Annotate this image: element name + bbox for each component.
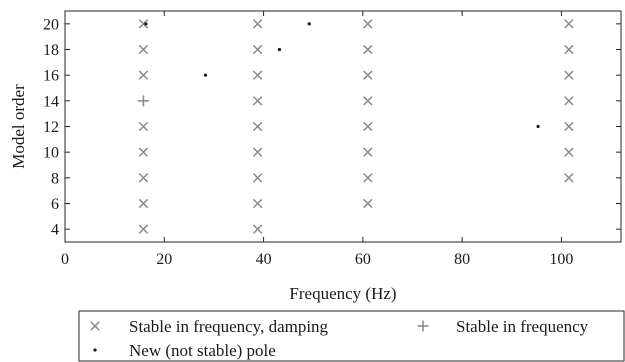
y-tick-label: 10 bbox=[43, 145, 59, 162]
y-tick-label: 20 bbox=[43, 16, 59, 33]
stable-freq-damping-point bbox=[363, 96, 373, 106]
stable-freq-damping-point bbox=[363, 198, 373, 209]
x-tick-label: 60 bbox=[355, 251, 371, 268]
stable-freq-damping-point bbox=[564, 70, 574, 80]
legend-items: Stable in frequency, damping Stable in fr… bbox=[90, 317, 589, 360]
stable-freq-damping-point bbox=[138, 173, 149, 183]
series-unstable-pole-point bbox=[144, 22, 540, 129]
series-stable-freq-point bbox=[137, 95, 149, 107]
stable-freq-damping-point bbox=[138, 198, 149, 209]
y-tick-label: 14 bbox=[43, 93, 59, 110]
stable-freq-damping-point bbox=[564, 96, 574, 106]
stable-freq-damping-point bbox=[252, 198, 263, 209]
stable-freq-damping-point bbox=[138, 19, 149, 29]
legend-marker-stable-freq-damping-point bbox=[90, 321, 100, 331]
stable-freq-damping-point bbox=[252, 96, 263, 106]
stable-freq-damping-point bbox=[564, 19, 574, 29]
legend-label: New (not stable) pole bbox=[129, 341, 276, 360]
data-marks bbox=[137, 19, 574, 234]
stable-freq-damping-point bbox=[138, 121, 149, 132]
legend-label: Stable in frequency, damping bbox=[129, 317, 329, 336]
stable-freq-damping-point bbox=[564, 147, 574, 157]
unstable-pole-point bbox=[536, 124, 540, 129]
y-tick-label: 6 bbox=[51, 196, 59, 213]
y-tick-label: 16 bbox=[43, 68, 59, 85]
legend: Stable in frequency, damping Stable in fr… bbox=[78, 310, 625, 362]
stable-freq-damping-point bbox=[363, 44, 373, 55]
x-axis: 0 20 40 60 80 100 bbox=[61, 11, 573, 268]
stable-freq-damping-point bbox=[252, 70, 263, 80]
series-stable-freq-damping-point bbox=[138, 19, 574, 234]
stable-freq-damping-point bbox=[363, 121, 373, 132]
x-axis-label: Frequency (Hz) bbox=[289, 284, 396, 303]
unstable-pole-point bbox=[144, 22, 148, 26]
x-tick-label: 100 bbox=[549, 251, 573, 268]
legend-label: Stable in frequency bbox=[456, 317, 589, 336]
stable-freq-damping-point bbox=[564, 121, 574, 132]
stable-freq-damping-point bbox=[252, 44, 263, 55]
stable-freq-damping-point bbox=[363, 70, 373, 80]
stable-freq-point bbox=[137, 95, 149, 107]
y-tick-label: 4 bbox=[51, 222, 59, 239]
stable-freq-damping-point bbox=[252, 121, 263, 132]
stable-freq-damping-point bbox=[363, 147, 373, 157]
stable-freq-damping-point bbox=[363, 173, 373, 183]
y-tick-label: 18 bbox=[43, 42, 59, 59]
legend-box bbox=[78, 310, 625, 362]
unstable-pole-point bbox=[203, 73, 208, 77]
x-tick-label: 80 bbox=[454, 251, 470, 268]
legend-marker-stable-freq-point bbox=[417, 320, 429, 332]
y-axis-label: Model order bbox=[9, 84, 28, 169]
stable-freq-damping-point bbox=[564, 173, 574, 183]
unstable-pole-point bbox=[307, 22, 311, 26]
y-tick-label: 12 bbox=[43, 119, 59, 136]
x-tick-label: 20 bbox=[156, 251, 172, 268]
stable-freq-damping-point bbox=[252, 173, 263, 183]
x-tick-label: 0 bbox=[61, 251, 69, 268]
y-tick-label: 8 bbox=[51, 170, 59, 187]
stable-freq-damping-point bbox=[138, 70, 149, 80]
stable-freq-damping-point bbox=[138, 147, 149, 157]
stable-freq-damping-point bbox=[138, 44, 149, 55]
legend-marker-unstable-pole-point bbox=[93, 348, 97, 352]
stable-freq-damping-point bbox=[363, 19, 373, 29]
stable-freq-damping-point bbox=[138, 224, 149, 234]
x-tick-label: 40 bbox=[256, 251, 272, 268]
unstable-pole-point bbox=[277, 47, 282, 52]
stable-freq-damping-point bbox=[252, 147, 263, 157]
stable-freq-damping-point bbox=[252, 224, 263, 234]
stable-freq-damping-point bbox=[252, 19, 263, 29]
y-axis: 4 6 8 10 12 14 16 18 20 bbox=[43, 16, 621, 239]
stable-freq-damping-point bbox=[564, 44, 574, 55]
